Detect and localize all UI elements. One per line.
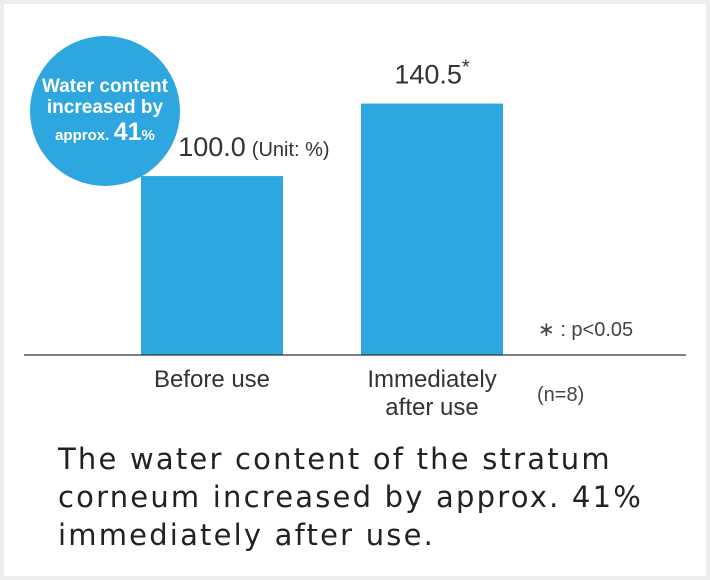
badge-line-2: increased by [46,97,164,118]
bar-2 [361,103,503,355]
category-label-2-line-2: after use [385,394,478,421]
chart-caption: The water content of the stratum corneum… [58,442,643,552]
sample-size-note: (n=8) [537,384,584,406]
bar-value-label-2: 140.5* [394,57,470,90]
badge-prefix: approx. [55,127,110,145]
badge-line-1: Water content [42,75,168,97]
badge-unit: % [141,127,155,145]
significance-note: ∗ : p<0.05 [538,319,633,341]
result-badge: Water content increased by approx. 41% [30,36,180,186]
badge-line-3: approx. 41% [55,118,155,146]
category-label-2-line-1: Immediately [367,366,496,393]
unit-label: (Unit: %) [252,139,330,161]
bar-1 [141,176,283,355]
badge-value: 41 [113,118,142,147]
category-label-1-line-1: Before use [154,366,270,393]
bar-value-label-1: 100.0 [178,132,246,162]
